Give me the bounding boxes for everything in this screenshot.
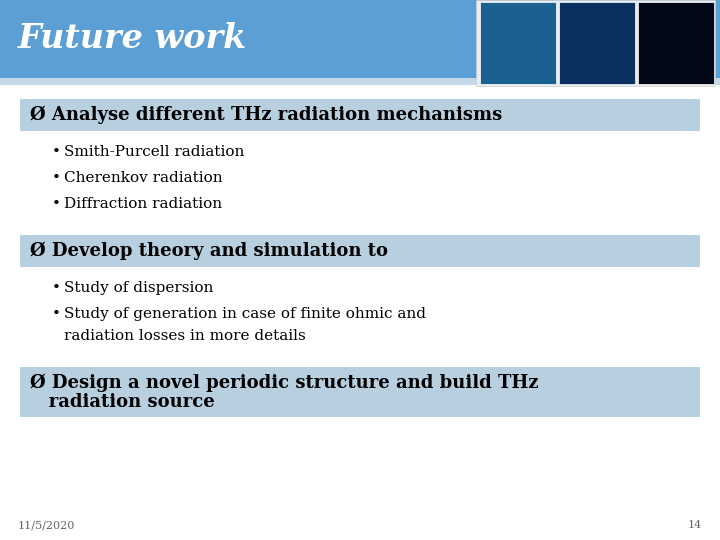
Bar xyxy=(0,78,720,85)
Text: •: • xyxy=(52,197,61,211)
Bar xyxy=(20,99,700,131)
Text: radiation losses in more details: radiation losses in more details xyxy=(64,329,306,343)
Text: Study of generation in case of finite ohmic and: Study of generation in case of finite oh… xyxy=(64,307,426,321)
Bar xyxy=(480,2,556,84)
Text: 14: 14 xyxy=(688,520,702,530)
Text: •: • xyxy=(52,145,61,159)
Text: Smith-Purcell radiation: Smith-Purcell radiation xyxy=(64,145,244,159)
Text: Ø Analyse different THz radiation mechanisms: Ø Analyse different THz radiation mechan… xyxy=(30,106,503,124)
Text: 11/5/2020: 11/5/2020 xyxy=(18,520,76,530)
Text: •: • xyxy=(52,171,61,185)
Text: •: • xyxy=(52,281,61,295)
Text: Future work: Future work xyxy=(18,23,247,56)
Text: radiation source: radiation source xyxy=(30,393,215,411)
Text: Cherenkov radiation: Cherenkov radiation xyxy=(64,171,222,185)
Bar xyxy=(559,2,635,84)
Text: Ø Develop theory and simulation to: Ø Develop theory and simulation to xyxy=(30,242,388,260)
Text: Ø Design a novel periodic structure and build THz: Ø Design a novel periodic structure and … xyxy=(30,374,539,392)
Bar xyxy=(20,367,700,417)
Text: •: • xyxy=(52,307,61,321)
Text: Study of dispersion: Study of dispersion xyxy=(64,281,213,295)
Bar xyxy=(20,235,700,267)
Text: Diffraction radiation: Diffraction radiation xyxy=(64,197,222,211)
Bar xyxy=(476,0,715,86)
Bar xyxy=(0,0,720,78)
Bar xyxy=(638,2,714,84)
